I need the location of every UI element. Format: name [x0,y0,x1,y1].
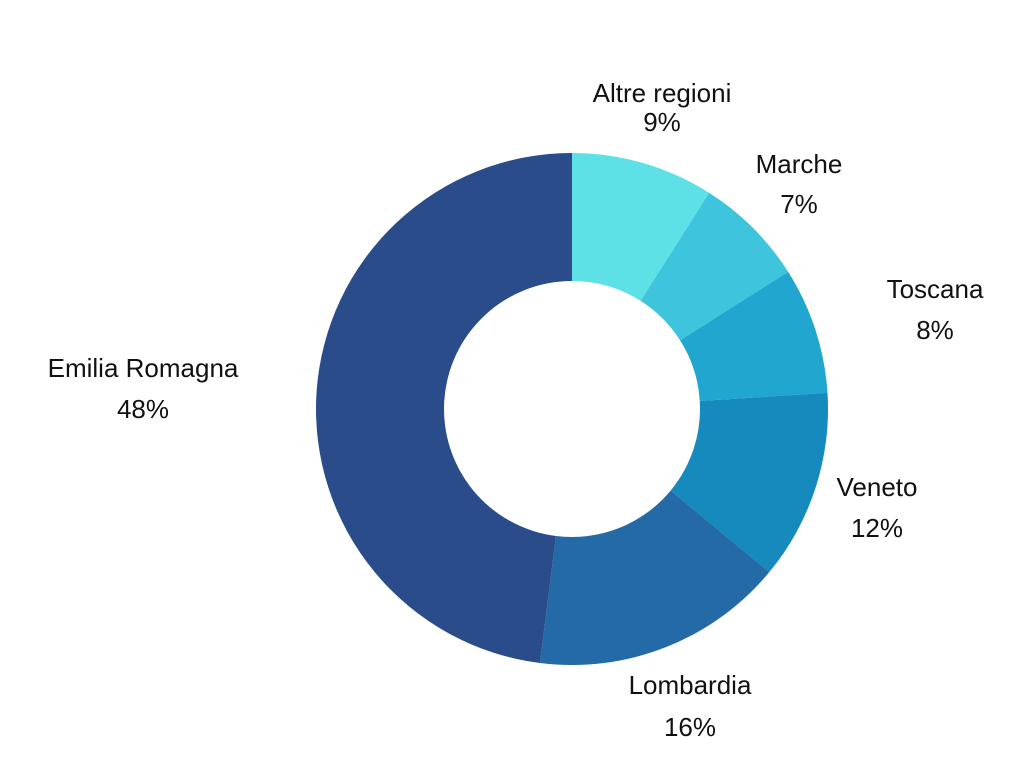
slice-label-marche: Marche [756,149,843,179]
slice-altre-regioni [572,153,710,301]
slice-label-lombardia: Lombardia [629,670,752,700]
slice-emilia-romagna [315,153,572,663]
slice-marche [640,192,789,341]
slice-label-veneto: Veneto [837,472,918,502]
slice-value-emilia-romagna: 48% [117,394,169,424]
slice-value-marche: 7% [780,189,818,219]
slice-value-veneto: 12% [851,513,903,543]
slice-value-altre-regioni: 9% [643,107,681,137]
slice-label-toscana: Toscana [887,274,984,304]
slice-label-altre-regioni: Altre regioni [593,78,732,108]
slice-veneto [670,392,828,573]
slice-value-toscana: 8% [916,315,954,345]
slice-lombardia [539,490,770,665]
slice-toscana [680,271,828,401]
donut-slices [315,153,828,665]
slice-value-lombardia: 16% [664,712,716,742]
slice-label-emilia-romagna: Emilia Romagna [48,353,239,383]
